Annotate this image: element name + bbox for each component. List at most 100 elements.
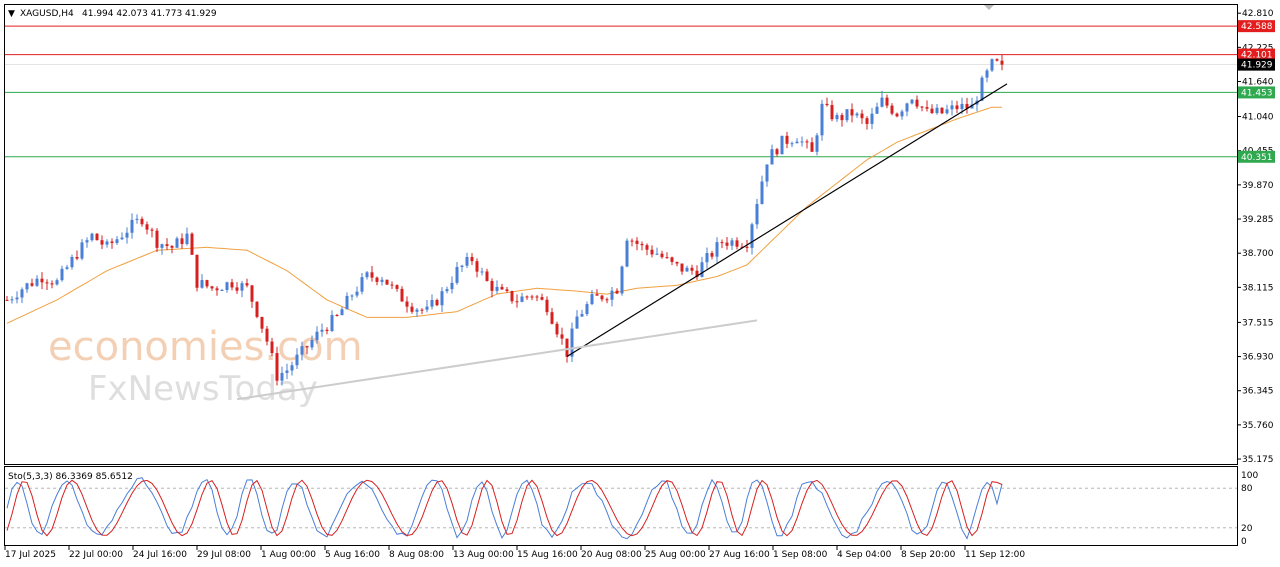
candle-body[interactable] [195, 254, 199, 288]
candle-body[interactable] [360, 277, 364, 292]
candle-body[interactable] [895, 113, 899, 117]
candle-body[interactable] [395, 285, 399, 289]
candle-body[interactable] [900, 111, 904, 117]
candle-body[interactable] [80, 242, 84, 259]
candle-body[interactable] [465, 256, 469, 266]
candle-body[interactable] [935, 107, 939, 114]
candle-body[interactable] [920, 106, 924, 108]
candle-body[interactable] [500, 286, 504, 290]
candle-body[interactable] [695, 270, 699, 277]
candle-body[interactable] [345, 295, 349, 310]
candle-body[interactable] [300, 346, 304, 355]
candle-body[interactable] [400, 288, 404, 302]
candle-body[interactable] [840, 115, 844, 121]
candle-body[interactable] [985, 70, 989, 78]
candle-body[interactable] [940, 107, 944, 114]
candle-body[interactable] [545, 299, 549, 313]
candle-body[interactable] [380, 279, 384, 282]
candle-body[interactable] [270, 341, 274, 354]
candle-body[interactable] [350, 295, 354, 297]
candle-body[interactable] [810, 142, 814, 152]
candle-body[interactable] [320, 329, 324, 332]
candle-body[interactable] [50, 283, 54, 285]
candle-body[interactable] [90, 233, 94, 241]
candle-body[interactable] [970, 104, 974, 109]
candle-body[interactable] [305, 346, 309, 348]
candle-body[interactable] [480, 271, 484, 273]
candle-body[interactable] [945, 109, 949, 114]
candle-body[interactable] [220, 289, 224, 291]
candle-body[interactable] [550, 312, 554, 324]
candle-body[interactable] [20, 289, 24, 298]
candle-body[interactable] [675, 261, 679, 264]
candle-body[interactable] [155, 230, 159, 248]
candle-body[interactable] [35, 278, 39, 286]
candle-body[interactable] [570, 328, 574, 357]
candle-body[interactable] [25, 283, 29, 290]
candle-body[interactable] [315, 331, 319, 341]
candle-body[interactable] [170, 245, 174, 248]
candle-body[interactable] [725, 242, 729, 246]
candle-body[interactable] [580, 314, 584, 317]
candle-body[interactable] [60, 268, 64, 281]
candle-body[interactable] [790, 143, 794, 145]
candle-body[interactable] [165, 244, 169, 246]
candle-body[interactable] [715, 242, 719, 257]
candle-body[interactable] [475, 261, 479, 272]
collapse-arrow-icon[interactable]: ▼ [8, 9, 15, 19]
candle-body[interactable] [835, 115, 839, 120]
candle-body[interactable] [325, 329, 329, 331]
candle-body[interactable] [160, 244, 164, 248]
candle-body[interactable] [555, 323, 559, 335]
candle-body[interactable] [390, 284, 394, 286]
candle-body[interactable] [950, 105, 954, 110]
candle-body[interactable] [415, 309, 419, 312]
candle-body[interactable] [800, 141, 804, 143]
candle-body[interactable] [115, 239, 119, 244]
candle-body[interactable] [515, 301, 519, 303]
candle-body[interactable] [870, 113, 874, 124]
candle-body[interactable] [110, 241, 114, 244]
candle-body[interactable] [670, 257, 674, 262]
candle-body[interactable] [230, 282, 234, 288]
candle-body[interactable] [890, 105, 894, 114]
candle-body[interactable] [860, 113, 864, 119]
candle-body[interactable] [260, 316, 264, 329]
candle-body[interactable] [490, 280, 494, 291]
candle-body[interactable] [280, 372, 284, 381]
candle-body[interactable] [460, 265, 464, 267]
candle-body[interactable] [560, 334, 564, 339]
candle-body[interactable] [625, 240, 629, 267]
candle-body[interactable] [815, 135, 819, 152]
candle-body[interactable] [405, 301, 409, 307]
candle-body[interactable] [645, 245, 649, 250]
candle-body[interactable] [755, 203, 759, 225]
candle-body[interactable] [990, 59, 994, 71]
candle-body[interactable] [830, 105, 834, 120]
candle-body[interactable] [525, 296, 529, 298]
candle-body[interactable] [435, 300, 439, 306]
candle-body[interactable] [275, 353, 279, 381]
candle-body[interactable] [595, 294, 599, 296]
candle-body[interactable] [885, 97, 889, 106]
candle-body[interactable] [915, 99, 919, 107]
candle-body[interactable] [240, 283, 244, 291]
candle-body[interactable] [130, 219, 134, 233]
candle-body[interactable] [805, 141, 809, 143]
candle-body[interactable] [855, 113, 859, 116]
candle-body[interactable] [145, 224, 149, 230]
candle-body[interactable] [75, 256, 79, 259]
candle-body[interactable] [785, 135, 789, 144]
candle-body[interactable] [1000, 60, 1004, 65]
candle-body[interactable] [960, 103, 964, 110]
candle-body[interactable] [180, 238, 184, 245]
candle-body[interactable] [125, 232, 129, 238]
candle-body[interactable] [40, 278, 44, 283]
candle-body[interactable] [15, 297, 19, 300]
candle-body[interactable] [235, 287, 239, 291]
candle-body[interactable] [735, 240, 739, 247]
candle-body[interactable] [70, 256, 74, 268]
candle-body[interactable] [425, 306, 429, 310]
candle-body[interactable] [285, 370, 289, 373]
